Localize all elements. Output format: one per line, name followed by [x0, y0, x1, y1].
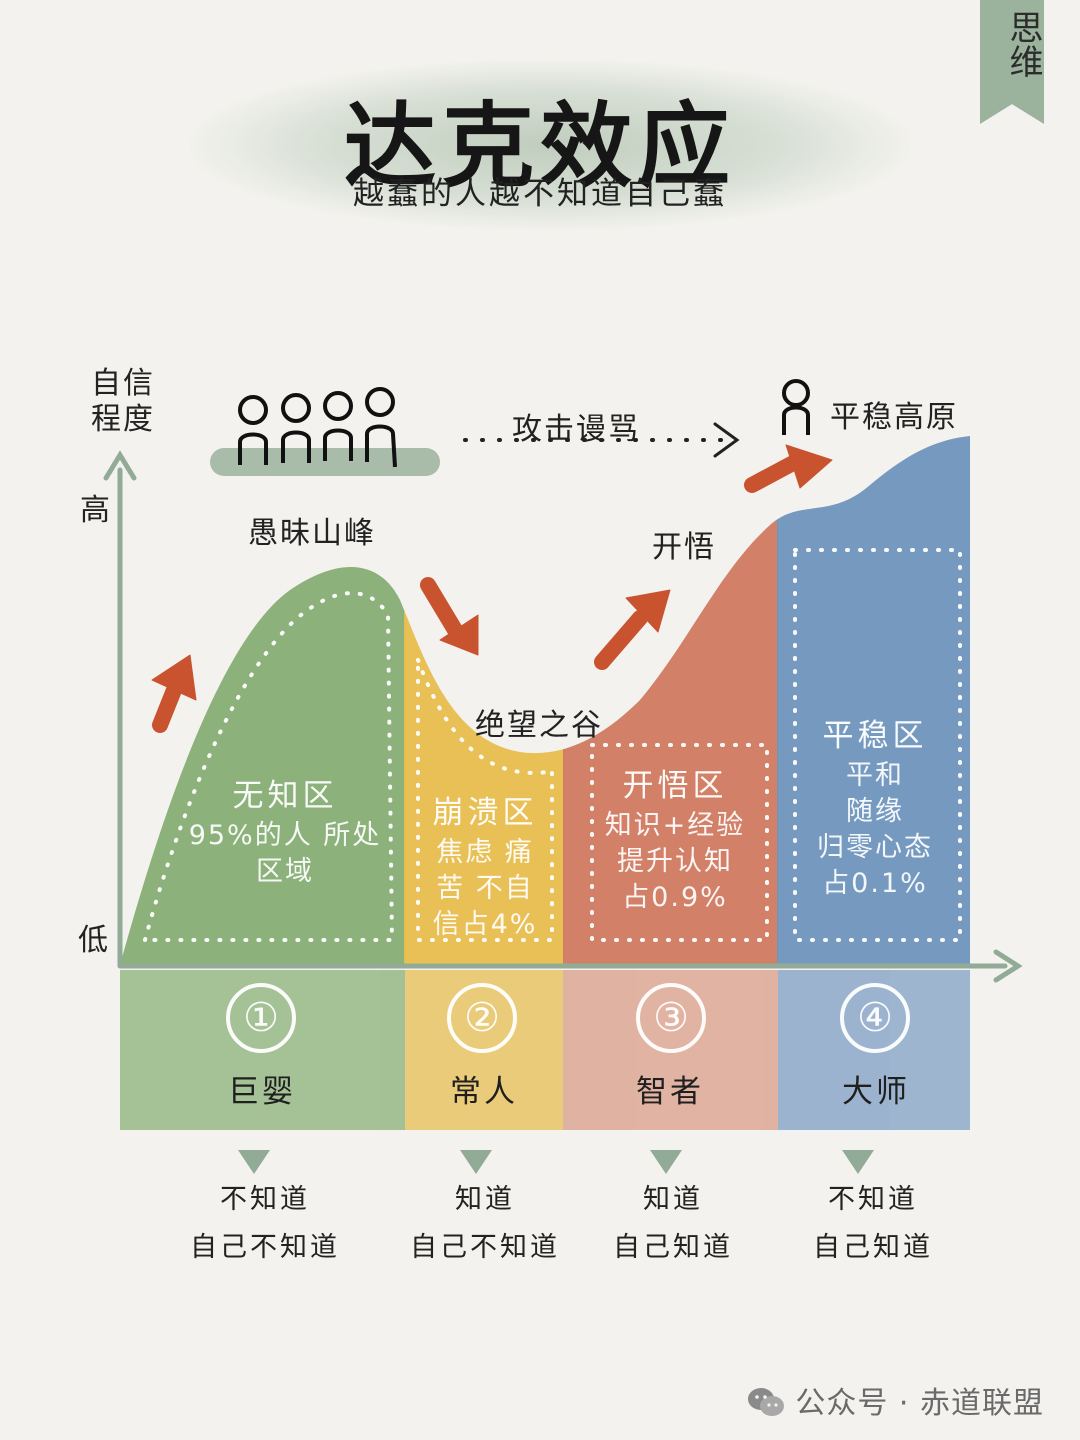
zone-4-desc-line: 平和: [846, 760, 904, 791]
down-triangle-icon: [650, 1150, 682, 1174]
zone-3-desc: 知识+经验 提升认知 占0.9%: [580, 808, 770, 916]
plateau-label: 平稳高原: [830, 400, 958, 435]
attack-label: 攻击谩骂: [512, 412, 640, 447]
y-axis-low-label: 低: [78, 923, 110, 958]
zone-4-desc-line: 随缘: [846, 796, 904, 827]
arrow-rise-1: [152, 677, 184, 733]
zone-3-title: 开悟区: [622, 768, 728, 804]
zone-4-desc: 平和 随缘 归零心态 占0.1%: [790, 758, 960, 902]
zone-2-title: 崩溃区: [432, 795, 538, 831]
y-axis-arrow: [103, 450, 137, 481]
zone-2-desc-line: 焦虑 痛: [436, 837, 534, 868]
awareness-line: 自己知道: [813, 1232, 933, 1263]
stage-number-2: ②: [447, 983, 517, 1053]
arrow-fall: [420, 577, 463, 638]
title-watercolor-wash: [190, 60, 910, 230]
down-triangle-icon: [238, 1150, 270, 1174]
zone-fill-4: [777, 436, 970, 965]
arrow-rise-2: [594, 610, 648, 670]
arrow-rise-2-head: [625, 589, 671, 633]
awareness-line: 自己不知道: [410, 1232, 560, 1263]
x-axis-arrow: [993, 949, 1023, 983]
down-triangle-icon: [842, 1150, 874, 1174]
stage-label-3: 智者: [636, 1074, 704, 1110]
zone-4-desc-line: 归零心态: [817, 832, 933, 863]
corner-bookmark-tag: 思维: [980, 0, 1044, 124]
stage-number-1: ①: [226, 983, 296, 1053]
zone-outline-4: [793, 548, 962, 942]
stage-label-1: 巨婴: [228, 1074, 296, 1110]
arrow-rise-3: [744, 454, 803, 493]
zone-3-desc-line: 知识+经验: [604, 810, 746, 841]
valley-label: 绝望之谷: [475, 708, 603, 743]
awareness-text-4: 不知道 自己知道: [778, 1176, 968, 1272]
y-axis-label: 自信 程度: [88, 366, 158, 438]
zone-2-desc: 焦虑 痛 苦 不自 信占4%: [410, 835, 560, 943]
wechat-icon: [748, 1388, 785, 1416]
zone-1-desc-line: 区域: [256, 856, 314, 887]
zone-outline-3: [590, 743, 769, 942]
zone-1-title: 无知区: [232, 778, 338, 814]
arrow-rise-1-head: [151, 654, 197, 701]
awareness-text-2: 知道 自己不知道: [390, 1176, 580, 1272]
arrow-rise-3-head: [785, 444, 833, 489]
awareness-text-3: 知道 自己知道: [578, 1176, 768, 1272]
y-axis-label-line1: 自信: [91, 366, 155, 401]
y-axis-high-label: 高: [80, 493, 112, 528]
zone-2-desc-line: 苦 不自: [436, 873, 534, 904]
down-triangle-icon: [460, 1150, 492, 1174]
awareness-line: 自己不知道: [190, 1232, 340, 1263]
awareness-line: 知道: [455, 1184, 515, 1215]
awareness-line: 不知道: [828, 1184, 918, 1215]
enlighten-label: 开悟: [652, 530, 716, 565]
page-subtitle: 越蠢的人越不知道自己蠢: [353, 176, 727, 212]
zone-outline-2: [416, 659, 554, 942]
awareness-line: 知道: [643, 1184, 703, 1215]
arrow-fall-head: [439, 614, 479, 656]
zone-1-desc: 95%的人 所处 区域: [170, 818, 400, 890]
footer-watermark: 公众号 · 赤道联盟: [747, 1378, 1044, 1422]
y-axis-label-line2: 程度: [91, 402, 155, 437]
awareness-line: 自己知道: [613, 1232, 733, 1263]
stage-number-4: ④: [840, 983, 910, 1053]
stage-label-2: 常人: [450, 1074, 518, 1110]
page-title: 达克效应: [343, 93, 736, 200]
zone-1-desc-line: 95%的人 所处: [188, 820, 382, 851]
awareness-text-1: 不知道 自己不知道: [170, 1176, 360, 1272]
corner-tag-label: 思维: [1003, 10, 1043, 78]
stage-number-3: ③: [636, 983, 706, 1053]
zone-4-desc-line: 占0.1%: [822, 868, 928, 899]
crowd-icon: [238, 387, 397, 468]
footer-text: 公众号 · 赤道联盟: [795, 1386, 1044, 1421]
zone-2-desc-line: 信占4%: [432, 909, 538, 940]
zone-3-desc-line: 提升认知: [617, 846, 733, 877]
awareness-line: 不知道: [220, 1184, 310, 1215]
peak-label: 愚昧山峰: [248, 516, 376, 551]
stage-label-4: 大师: [842, 1074, 910, 1110]
zone-3-desc-line: 占0.9%: [622, 882, 728, 913]
zone-4-title: 平稳区: [822, 718, 928, 754]
attack-dotted-arrow: [463, 422, 740, 458]
master-figure-icon: [782, 379, 810, 435]
